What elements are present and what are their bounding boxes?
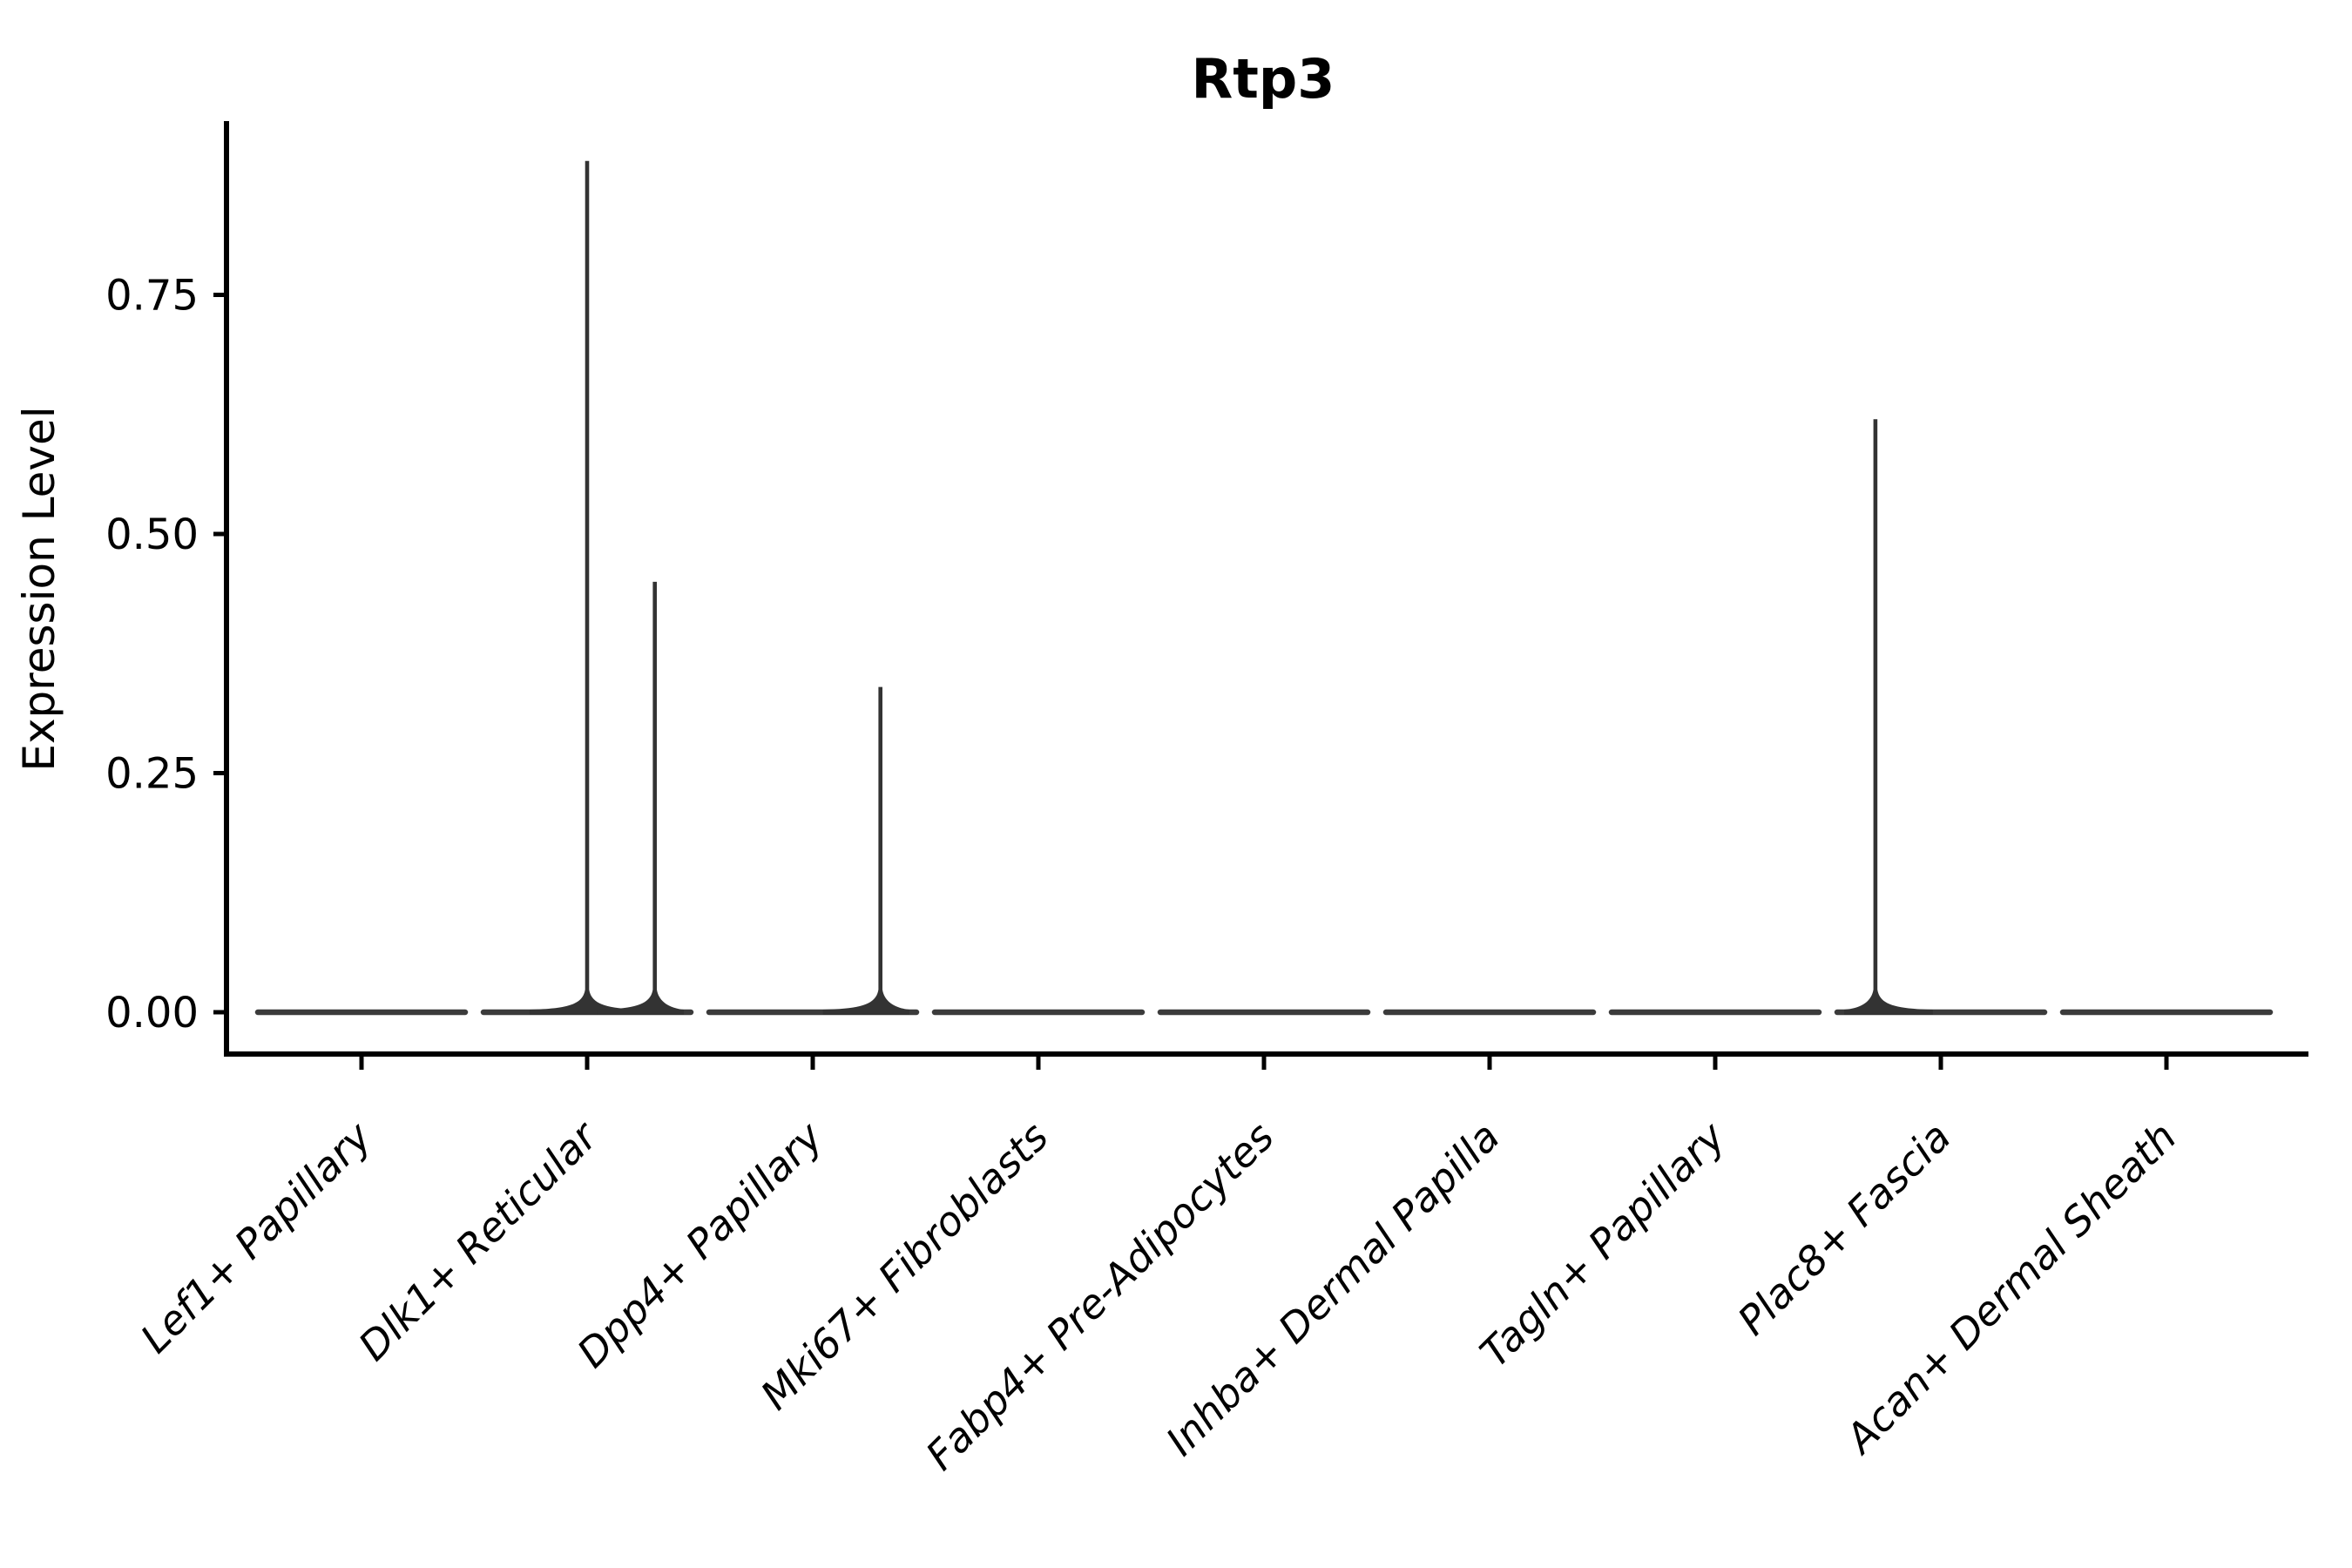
y-axis-ticks: 0.00 0.25 0.50 0.75 [105, 272, 226, 1037]
violins [254, 160, 2274, 1016]
violin-spike [1844, 419, 1933, 1015]
x-tick-label: Dlk1+ Reticular [349, 1111, 608, 1369]
x-tick-label: Plac8+ Fascia [1728, 1113, 1959, 1344]
x-tick-label: Lef1+ Papillary [132, 1112, 381, 1362]
y-tick-label: 0.75 [105, 272, 199, 321]
y-tick-label: 0.50 [105, 510, 199, 559]
y-tick-label: 0.00 [105, 989, 199, 1037]
y-tick-label: 0.25 [105, 750, 199, 799]
y-axis-label: Expression Level [14, 406, 64, 771]
violin-spike [597, 581, 684, 1015]
chart-title: Rtp3 [1192, 47, 1335, 111]
violin-spike [822, 686, 909, 1015]
x-tick-label: Tagln+ Papillary [1470, 1112, 1734, 1376]
x-tick-label: Dpp4+ Papillary [568, 1112, 832, 1376]
violin-spike [530, 160, 645, 1015]
